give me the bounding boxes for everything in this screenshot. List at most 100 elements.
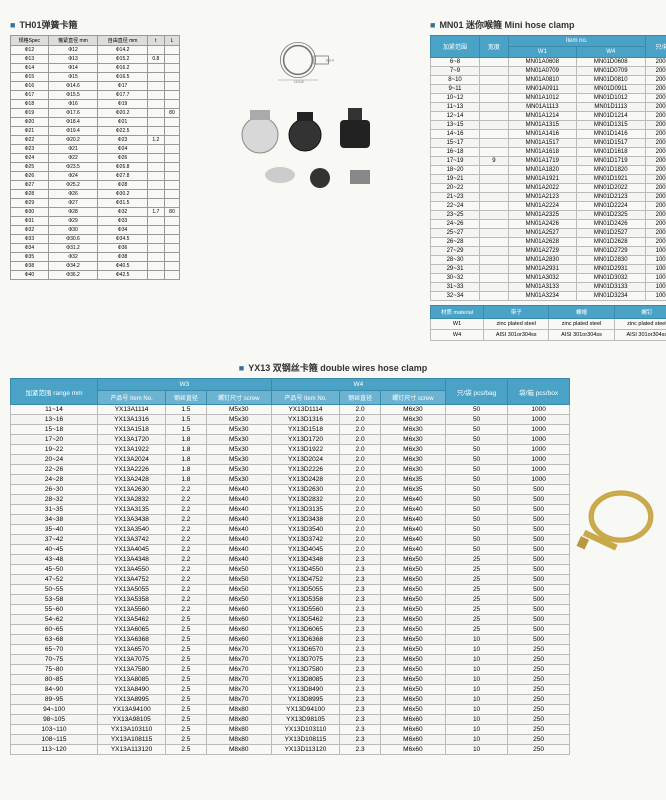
table-row: 14~16MN01A1416MN01D14162000	[431, 130, 666, 139]
yx13-title-text: YX13 双钢丝卡箍 double wires hose clamp	[248, 363, 427, 373]
table-row: 20~24YX13A20241.8M5x30YX13D20242.0M6x305…	[11, 455, 570, 465]
table-row: 13~16YX13A13161.5M5x30YX13D13162.0M6x305…	[11, 415, 570, 425]
table-row: Φ20Φ18.4Φ21	[11, 118, 180, 127]
yx13-header-cell: W4	[271, 379, 445, 391]
material-header-cell: 带子	[484, 306, 549, 319]
table-row: 63~68YX13A63682.5M6x60YX13D63682.3M6x501…	[11, 635, 570, 645]
table-row: W1zinc plated steelzinc plated steelzinc…	[431, 319, 666, 330]
table-row: 24~26MN01A2426MN01D24262000	[431, 220, 666, 229]
table-row: 70~75YX13A70752.5M6x70YX13D70752.3M6x501…	[11, 655, 570, 665]
table-row: Φ26Φ24Φ27.8	[11, 172, 180, 181]
table-row: 16~18MN01A1618MN01D16182000	[431, 148, 666, 157]
table-row: Φ22Φ20.2Φ231.2	[11, 136, 180, 145]
th01-header-cell: t	[147, 36, 164, 46]
mn01-section: ■MN01 迷你喉箍 Mini hose clamp 加紧范围宽度Item no…	[430, 10, 666, 341]
page: ■TH01弹簧卡箍 规格Spec箍紧直径 mm自由直径 mmtL Φ12Φ12Φ…	[10, 10, 656, 755]
table-row: Φ21Φ19.4Φ22.5	[11, 127, 180, 136]
table-row: 15~17MN01A1517MN01D15172000	[431, 139, 666, 148]
table-row: 94~100YX13A941002.5M8x80YX13D941002.3M6x…	[11, 705, 570, 715]
th01-title-text: TH01弹簧卡箍	[19, 20, 77, 30]
table-row: 9~11MN01A0911MN01D09112000	[431, 85, 666, 94]
table-row: 45~50YX13A45502.2M6x50YX13D45502.3M6x502…	[11, 565, 570, 575]
mn01-tbody: 6~8MN01A0608MN01D060820007~9MN01A0709MN0…	[431, 58, 666, 301]
table-row: 26~30YX13A26302.2M6x40YX13D26302.0M6x355…	[11, 485, 570, 495]
material-header-cell: 材质 material	[431, 306, 484, 319]
yx13-subheader-cell: 产品号 Item No.	[98, 391, 166, 405]
table-row: Φ27Φ25.2Φ28	[11, 181, 180, 190]
table-row: 53~58YX13A53582.2M6x50YX13D53582.3M6x502…	[11, 595, 570, 605]
table-row: 17~20YX13A17201.8M5x30YX13D17202.0M6x305…	[11, 435, 570, 445]
mn01-header-cell: 宽度	[480, 36, 509, 58]
yx13-tbody: 11~14YX13A11141.5M5x30YX13D11142.0M6x305…	[11, 405, 570, 755]
table-row: 24~28YX13A24281.8M5x30YX13D24282.0M6x355…	[11, 475, 570, 485]
table-row: Φ23Φ21Φ24	[11, 145, 180, 154]
table-row: 7~9MN01A0709MN01D07092000	[431, 67, 666, 76]
th01-section: ■TH01弹簧卡箍 规格Spec箍紧直径 mm自由直径 mmtL Φ12Φ12Φ…	[10, 10, 190, 341]
yx13-subheader-cell: 产品号 Item No.	[271, 391, 339, 405]
table-row: 47~52YX13A47522.2M6x50YX13D47522.3M6x502…	[11, 575, 570, 585]
table-row: 19~22YX13A19221.8M5x30YX13D19222.0M6x305…	[11, 445, 570, 455]
mn01-title-text: MN01 迷你喉箍 Mini hose clamp	[439, 20, 574, 30]
table-row: 35~40YX13A35402.2M6x40YX13D35402.0M6x405…	[11, 525, 570, 535]
table-row: 32~34MN01A3234MN01D32341000	[431, 292, 666, 301]
table-row: 28~32YX13A28322.2M6x40YX13D28322.0M6x405…	[11, 495, 570, 505]
th01-header-cell: 规格Spec	[11, 36, 49, 46]
th01-header-cell: L	[164, 36, 179, 46]
table-row: Φ30Φ28Φ321.780	[11, 208, 180, 217]
yx13-table: 加紧范围 range mmW3W4只/袋 pcs/bag袋/箱 pcs/box …	[10, 378, 570, 755]
table-row: 11~13MN01A1113MN01D11132000	[431, 103, 666, 112]
table-row: Φ15Φ15Φ16.5	[11, 73, 180, 82]
table-row: 22~26YX13A22261.8M5x30YX13D22262.0M6x305…	[11, 465, 570, 475]
material-header-cell: 螺钉	[614, 306, 666, 319]
drawing-area: 12.0±2 5±0.4	[210, 10, 410, 341]
table-row: 13~15MN01A1315MN01D13152000	[431, 121, 666, 130]
table-row: 113~120YX13A1131202.5M8x80YX13D1131202.3…	[11, 745, 570, 755]
mini-clamp-drawing: 12.0±2 5±0.4	[270, 30, 350, 90]
table-row: 37~42YX13A37422.2M6x40YX13D37422.0M6x405…	[11, 535, 570, 545]
double-wire-clamp-photo	[576, 481, 666, 561]
table-row: 30~32MN01A3032MN01D30321000	[431, 274, 666, 283]
yx13-header-cell: 袋/箱 pcs/box	[508, 379, 570, 405]
table-row: 15~18YX13A15181.5M5x30YX13D15182.0M6x305…	[11, 425, 570, 435]
table-row: 31~33MN01A3133MN01D31331000	[431, 283, 666, 292]
table-row: Φ34Φ31.2Φ36	[11, 244, 180, 253]
table-row: 29~31MN01A2931MN01D29311000	[431, 265, 666, 274]
table-row: 28~30MN01A2830MN01D28301000	[431, 256, 666, 265]
mn01-header-cell: Item no.	[508, 36, 645, 47]
table-row: 20~22MN01A2022MN01D20222000	[431, 184, 666, 193]
table-row: 25~27MN01A2527MN01D25272000	[431, 229, 666, 238]
svg-text:5±0.4: 5±0.4	[326, 59, 334, 63]
mn01-title: ■MN01 迷你喉箍 Mini hose clamp	[430, 18, 666, 31]
mn01-table: 加紧范围宽度Item no.只/箱 W1W4 6~8MN01A0608MN01D…	[430, 35, 666, 301]
svg-text:12.0±2: 12.0±2	[294, 80, 304, 84]
yx13-thead: 加紧范围 range mmW3W4只/袋 pcs/bag袋/箱 pcs/box …	[11, 379, 570, 405]
mn01-header-cell: 只/箱	[645, 36, 666, 58]
table-row: 55~60YX13A55602.2M6x60YX13D55602.3M6x502…	[11, 605, 570, 615]
table-row: 34~38YX13A34382.2M6x40YX13D34382.0M6x405…	[11, 515, 570, 525]
top-row: ■TH01弹簧卡箍 规格Spec箍紧直径 mm自由直径 mmtL Φ12Φ12Φ…	[10, 10, 656, 341]
table-row: Φ14Φ14Φ16.2	[11, 64, 180, 73]
table-row: 89~95YX13A89952.5M8x70YX13D89952.3M6x501…	[11, 695, 570, 705]
table-row: 50~55YX13A50552.2M6x50YX13D50552.3M6x502…	[11, 585, 570, 595]
table-row: W4AISI 301or304ssAISI 301or304ssAISI 301…	[431, 330, 666, 341]
table-row: 31~35YX13A31352.2M6x40YX13D31352.0M6x405…	[11, 505, 570, 515]
table-row: 80~85YX13A80852.5M8x70YX13D80852.3M6x501…	[11, 675, 570, 685]
yx13-subheader-cell: 螺钉尺寸 screw	[206, 391, 271, 405]
mn01-header-cell: W1	[508, 47, 576, 58]
table-row: Φ17Φ15.5Φ17.7	[11, 91, 180, 100]
table-row: 75~80YX13A75802.5M6x70YX13D75802.3M6x501…	[11, 665, 570, 675]
table-row: Φ32Φ30Φ34	[11, 226, 180, 235]
th01-header-cell: 自由直径 mm	[98, 36, 148, 46]
table-row: 40~45YX13A40452.2M6x40YX13D40452.0M6x405…	[11, 545, 570, 555]
yx13-header-cell: 加紧范围 range mm	[11, 379, 98, 405]
table-row: 10~12MN01A1012MN01D10122000	[431, 94, 666, 103]
spring-clamp-photo	[220, 100, 400, 200]
table-row: Φ13Φ13Φ15.20.8	[11, 55, 180, 64]
yx13-title: ■YX13 双钢丝卡箍 double wires hose clamp	[10, 361, 656, 374]
th01-header-cell: 箍紧直径 mm	[48, 36, 98, 46]
th01-tbody: Φ12Φ12Φ14.2Φ13Φ13Φ15.20.8Φ14Φ14Φ16.2Φ15Φ…	[11, 46, 180, 280]
material-header-cell: 螺帽	[549, 306, 614, 319]
th01-table: 规格Spec箍紧直径 mm自由直径 mmtL Φ12Φ12Φ14.2Φ13Φ13…	[10, 35, 180, 280]
table-row: 54~62YX13A54622.5M6x60YX13D54622.3M6x502…	[11, 615, 570, 625]
table-row: 6~8MN01A0608MN01D06082000	[431, 58, 666, 67]
